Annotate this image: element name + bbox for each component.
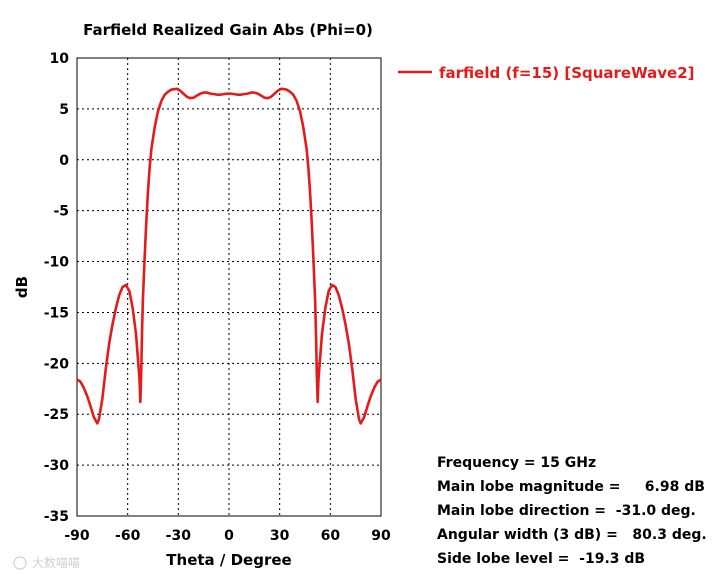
y-tick-labels: 10 5 0 -5 -10 -15 -20 -25 -30 -35 xyxy=(44,51,70,525)
x-tick-label: 60 xyxy=(321,528,341,544)
grid-lines xyxy=(77,58,381,516)
watermark: 大数喵喵 xyxy=(13,555,80,570)
plot-frame xyxy=(76,57,382,517)
y-tick-label: 5 xyxy=(59,102,69,118)
chart-title: Farfield Realized Gain Abs (Phi=0) xyxy=(83,21,373,39)
x-tick-label: 90 xyxy=(371,528,391,544)
y-tick-label: -25 xyxy=(44,407,69,423)
x-axis-label: Theta / Degree xyxy=(166,551,291,569)
watermark-text: 大数喵喵 xyxy=(32,555,80,570)
y-tick-label: -35 xyxy=(44,509,69,525)
y-tick-label: -10 xyxy=(44,255,70,271)
info-angular-width: Angular width (3 dB) = 80.3 deg. xyxy=(437,527,707,543)
y-tick-label: -5 xyxy=(53,204,69,220)
info-main-lobe-magnitude: Main lobe magnitude = 6.98 dB xyxy=(437,479,705,495)
x-tick-label: -60 xyxy=(115,528,141,544)
y-axis-label: dB xyxy=(13,276,31,298)
x-tick-labels: -90 -60 -30 0 30 60 90 xyxy=(64,528,391,544)
y-tick-label: -30 xyxy=(44,458,70,474)
y-tick-label: -15 xyxy=(44,305,69,321)
y-tick-label: 10 xyxy=(50,51,70,67)
info-frequency: Frequency = 15 GHz xyxy=(437,455,596,471)
series-line-farfield xyxy=(76,87,382,425)
info-box: Frequency = 15 GHz Main lobe magnitude =… xyxy=(437,455,707,567)
x-tick-label: 0 xyxy=(224,528,234,544)
x-tick-label: 30 xyxy=(270,528,290,544)
info-side-lobe-level: Side lobe level = -19.3 dB xyxy=(437,551,645,567)
info-main-lobe-direction: Main lobe direction = -31.0 deg. xyxy=(437,503,696,519)
x-tick-label: -90 xyxy=(64,528,90,544)
y-tick-label: -20 xyxy=(44,356,70,372)
legend: farfield (f=15) [SquareWave2] xyxy=(398,64,694,82)
watermark-icon xyxy=(13,556,27,570)
x-tick-label: -30 xyxy=(166,528,192,544)
y-tick-label: 0 xyxy=(59,153,69,169)
legend-label: farfield (f=15) [SquareWave2] xyxy=(439,64,694,82)
